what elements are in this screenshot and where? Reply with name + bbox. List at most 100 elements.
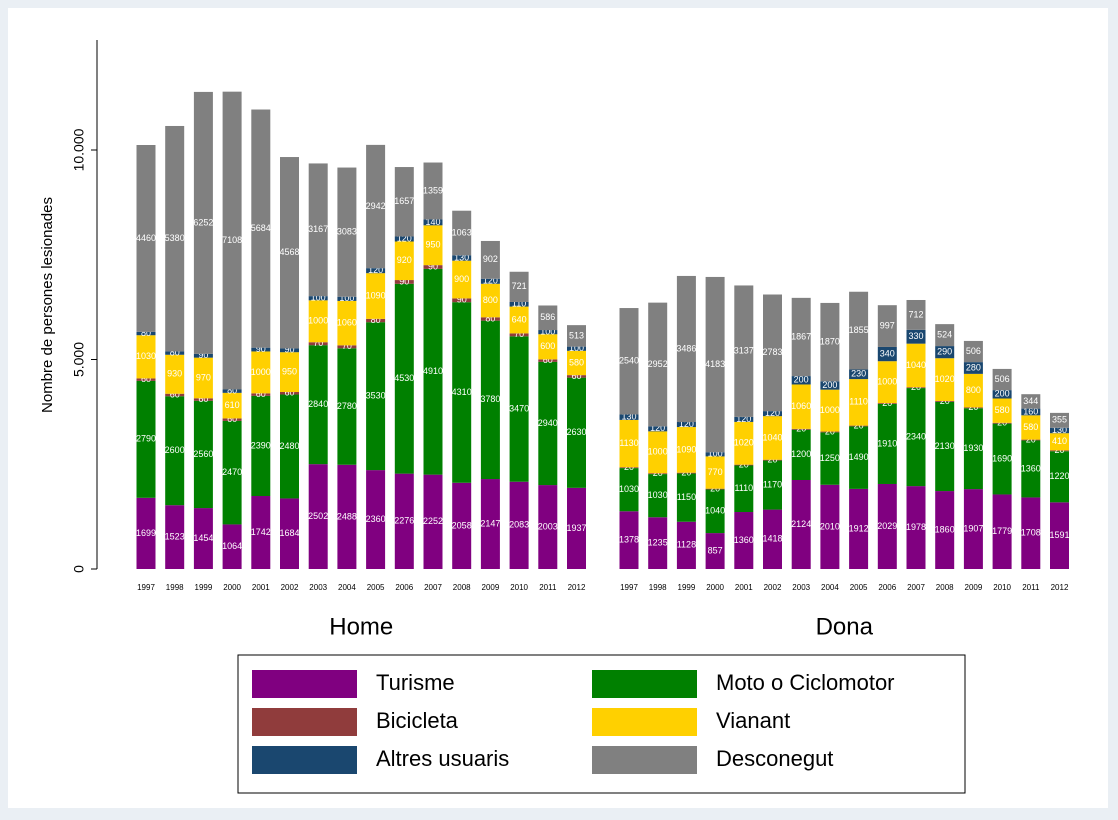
bar-segment [877, 346, 897, 362]
data-label: 130 [454, 252, 469, 262]
bar-segment [366, 268, 386, 274]
bar-segment [1021, 440, 1041, 498]
bar-segment [619, 467, 639, 469]
data-label: 2124 [791, 519, 811, 529]
legend-swatch [592, 708, 697, 736]
data-label: 130 [621, 412, 636, 422]
data-label: 1030 [648, 490, 668, 500]
bar-segment [280, 352, 299, 393]
bar-segment [337, 167, 357, 297]
bar-segment [906, 486, 926, 569]
bar-segment [906, 299, 926, 330]
bar-segment [791, 429, 811, 481]
bar-segment [906, 329, 926, 344]
data-label: 1699 [136, 528, 156, 538]
bar-segment [906, 387, 926, 389]
bar-segment [423, 219, 443, 226]
data-label: 3470 [509, 403, 529, 413]
group-label: Home [329, 613, 393, 640]
data-label: 1090 [676, 444, 696, 454]
bar-segment [222, 91, 242, 390]
data-label: 1937 [566, 523, 586, 533]
bar-segment [308, 345, 328, 465]
bar-segment [308, 300, 328, 343]
data-label: 1860 [935, 524, 955, 534]
data-label: 1454 [193, 533, 213, 543]
bar-segment [136, 497, 156, 569]
bar-segment [676, 427, 696, 473]
x-tick-label: 2012 [1051, 583, 1069, 592]
data-label: 800 [966, 385, 981, 395]
data-label: 330 [908, 331, 923, 341]
data-label: 1000 [820, 405, 840, 415]
bar-segment [480, 240, 500, 279]
bar-segment [763, 411, 782, 417]
bar-segment [538, 485, 558, 569]
data-label: 1020 [935, 374, 955, 384]
data-label: 1708 [1021, 528, 1041, 538]
bar-segment [820, 484, 840, 569]
data-label: 60 [571, 371, 581, 381]
x-tick-label: 2000 [706, 583, 724, 592]
data-label: 110 [512, 299, 526, 309]
bar-segment [538, 330, 558, 335]
bar-segment [452, 482, 472, 569]
bar-segment [992, 398, 1012, 423]
data-label: 857 [708, 545, 723, 555]
legend-label: Desconegut [716, 746, 833, 771]
bar-segment [337, 464, 357, 569]
x-tick-label: 2006 [878, 583, 896, 592]
data-label: 2390 [251, 440, 271, 450]
bar-segment [676, 521, 696, 569]
y-tick-label: 10.000 [71, 128, 87, 171]
data-label: 1523 [165, 531, 185, 541]
data-label: 2252 [423, 516, 443, 526]
bar-segment [791, 297, 811, 377]
bar-segment [509, 333, 529, 337]
data-label: 2340 [906, 431, 926, 441]
data-label: 1130 [619, 438, 638, 448]
data-label: 2276 [394, 516, 414, 526]
data-label: 120 [679, 419, 694, 429]
data-label: 100 [311, 293, 326, 303]
data-label: 1040 [762, 432, 782, 442]
legend-label: Moto o Ciclomotor [716, 670, 895, 695]
bar-segment [963, 489, 983, 569]
data-label: 1360 [734, 535, 754, 545]
data-label: 1064 [222, 541, 242, 551]
data-label: 712 [908, 309, 923, 319]
data-label: 920 [397, 255, 412, 265]
bar-segment [791, 428, 811, 430]
bar-segment [222, 524, 242, 569]
bar-segment [820, 389, 840, 432]
bar-segment [509, 306, 529, 334]
bar-segment [538, 334, 558, 360]
data-label: 80 [141, 328, 151, 338]
data-label: 1930 [963, 443, 983, 453]
bar-segment [337, 348, 357, 465]
data-label: 1060 [337, 318, 357, 328]
data-label: 200 [794, 375, 809, 385]
data-label: 70 [342, 341, 352, 351]
bar-segment [705, 533, 725, 569]
data-label: 1359 [423, 185, 443, 195]
data-label: 200 [822, 380, 837, 390]
bar-segment [849, 379, 869, 426]
bar-segment [992, 422, 1012, 424]
x-tick-label: 2003 [792, 583, 810, 592]
data-label: 130 [1052, 425, 1067, 435]
data-label: 2630 [566, 427, 586, 437]
bar-segment [705, 489, 725, 534]
bar-segment [280, 348, 299, 353]
bar-segment [1050, 450, 1069, 452]
bar-segment [820, 302, 840, 382]
bar-segment [935, 401, 955, 492]
bar-segment [222, 418, 242, 421]
bar-segment [567, 346, 586, 351]
data-label: 60 [256, 389, 266, 399]
bar-segment [676, 422, 696, 428]
bar-segment [935, 346, 955, 359]
data-label: 60 [284, 388, 294, 398]
bar-segment [1021, 439, 1041, 441]
bar-segment [193, 508, 213, 569]
